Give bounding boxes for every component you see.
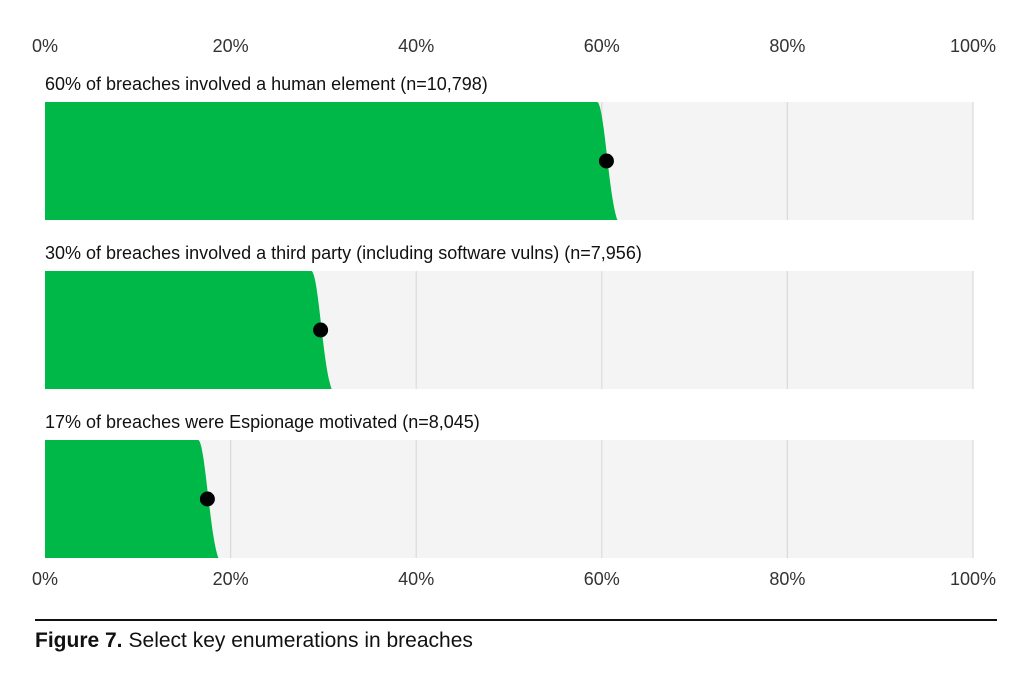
bar bbox=[45, 102, 618, 220]
x-tick-label: 40% bbox=[398, 36, 434, 56]
x-tick-label: 80% bbox=[769, 36, 805, 56]
value-dot bbox=[199, 491, 215, 507]
x-tick-label: 0% bbox=[32, 36, 58, 56]
value-dot bbox=[313, 322, 329, 338]
x-tick-label: 60% bbox=[584, 36, 620, 56]
figure-label: Figure 7. bbox=[35, 629, 123, 652]
bar bbox=[45, 271, 332, 389]
x-tick-label: 20% bbox=[213, 569, 249, 589]
x-tick-label: 100% bbox=[950, 569, 996, 589]
x-tick-label: 0% bbox=[32, 569, 58, 589]
bar bbox=[45, 440, 219, 558]
x-tick-label: 80% bbox=[769, 569, 805, 589]
panel-label: 17% of breaches were Espionage motivated… bbox=[45, 412, 480, 432]
x-tick-label: 20% bbox=[213, 36, 249, 56]
x-tick-label: 60% bbox=[584, 569, 620, 589]
panel-label: 30% of breaches involved a third party (… bbox=[45, 243, 642, 263]
panel-label: 60% of breaches involved a human element… bbox=[45, 74, 488, 94]
caption: Figure 7. Select key enumerations in brea… bbox=[35, 629, 473, 652]
figure-caption: Select key enumerations in breaches bbox=[129, 629, 473, 652]
x-tick-label: 100% bbox=[950, 36, 996, 56]
value-dot bbox=[598, 153, 614, 169]
x-tick-label: 40% bbox=[398, 569, 434, 589]
